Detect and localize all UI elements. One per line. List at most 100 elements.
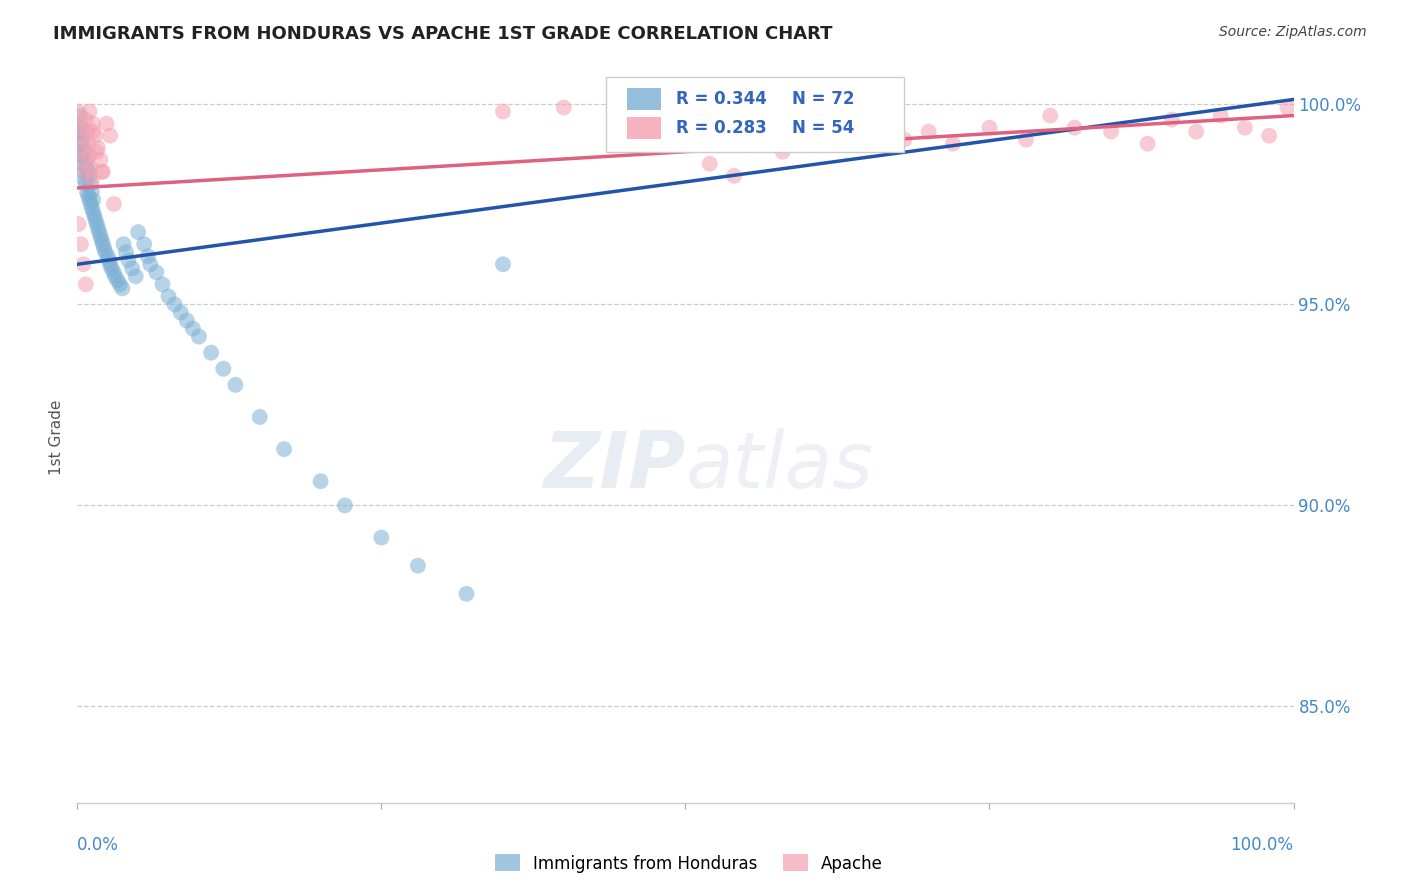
Point bbox=[492, 104, 515, 119]
Point bbox=[69, 109, 91, 123]
Point bbox=[1209, 109, 1232, 123]
Point bbox=[1185, 125, 1208, 139]
Point bbox=[72, 165, 94, 179]
Point bbox=[91, 165, 114, 179]
Point bbox=[796, 101, 818, 115]
Point bbox=[309, 475, 332, 489]
Point bbox=[406, 558, 429, 573]
Point bbox=[82, 117, 104, 131]
Point bbox=[333, 499, 356, 513]
Point bbox=[72, 257, 94, 271]
Point bbox=[67, 104, 90, 119]
Point bbox=[145, 265, 167, 279]
Point bbox=[90, 165, 112, 179]
Text: ZIP: ZIP bbox=[543, 428, 686, 504]
Point bbox=[86, 145, 108, 159]
Point bbox=[98, 257, 121, 271]
Point bbox=[79, 149, 101, 163]
Point bbox=[111, 281, 134, 295]
Point bbox=[82, 193, 104, 207]
Point bbox=[82, 125, 104, 139]
Point bbox=[820, 136, 842, 151]
Point bbox=[79, 193, 101, 207]
Point bbox=[70, 120, 93, 135]
Point bbox=[84, 213, 107, 227]
Point bbox=[176, 313, 198, 327]
Point bbox=[370, 531, 392, 545]
Point bbox=[1015, 133, 1038, 147]
Point bbox=[747, 125, 769, 139]
Point bbox=[103, 265, 125, 279]
Text: 0.0%: 0.0% bbox=[77, 836, 120, 854]
Point bbox=[80, 177, 103, 191]
Point bbox=[121, 261, 143, 276]
Point bbox=[613, 112, 636, 127]
Point bbox=[69, 136, 91, 151]
Point bbox=[72, 153, 94, 167]
Bar bbox=[627, 88, 661, 110]
Point bbox=[675, 125, 697, 139]
Point bbox=[1063, 120, 1085, 135]
Point bbox=[80, 197, 103, 211]
Point bbox=[125, 269, 148, 284]
Point bbox=[76, 185, 98, 199]
Point bbox=[75, 112, 97, 127]
Point bbox=[456, 587, 478, 601]
Point bbox=[273, 442, 295, 457]
Point bbox=[856, 120, 879, 135]
Point bbox=[163, 297, 186, 311]
Point bbox=[553, 101, 575, 115]
Point bbox=[942, 136, 965, 151]
Point bbox=[70, 237, 93, 252]
Point bbox=[103, 197, 125, 211]
Point bbox=[89, 229, 111, 244]
Point bbox=[89, 225, 111, 239]
Point bbox=[94, 245, 117, 260]
Point bbox=[80, 161, 103, 175]
Point bbox=[1233, 120, 1256, 135]
Point bbox=[86, 217, 108, 231]
Point bbox=[76, 161, 98, 175]
Text: IMMIGRANTS FROM HONDURAS VS APACHE 1ST GRADE CORRELATION CHART: IMMIGRANTS FROM HONDURAS VS APACHE 1ST G… bbox=[53, 25, 832, 43]
Point bbox=[772, 145, 794, 159]
Point bbox=[77, 189, 100, 203]
Point bbox=[97, 253, 120, 268]
Point bbox=[157, 289, 180, 303]
Bar bbox=[627, 118, 661, 139]
Text: R = 0.283: R = 0.283 bbox=[676, 120, 766, 137]
Point bbox=[1277, 101, 1299, 115]
Point bbox=[77, 165, 100, 179]
Point bbox=[82, 205, 104, 219]
Point bbox=[75, 153, 97, 167]
Point bbox=[77, 136, 100, 151]
Point bbox=[83, 209, 105, 223]
Text: R = 0.344: R = 0.344 bbox=[676, 90, 766, 108]
Point bbox=[67, 125, 90, 139]
Point bbox=[90, 233, 112, 247]
Point bbox=[79, 169, 101, 183]
Point bbox=[93, 241, 115, 255]
Point bbox=[152, 277, 174, 292]
Point bbox=[112, 237, 135, 252]
Text: Source: ZipAtlas.com: Source: ZipAtlas.com bbox=[1219, 25, 1367, 39]
Point bbox=[104, 269, 127, 284]
Point bbox=[139, 257, 162, 271]
Point bbox=[96, 117, 118, 131]
Point bbox=[224, 377, 246, 392]
Point bbox=[1258, 128, 1281, 143]
Point bbox=[918, 125, 941, 139]
Text: atlas: atlas bbox=[686, 428, 873, 504]
Point bbox=[100, 261, 122, 276]
Point bbox=[70, 141, 93, 155]
Point bbox=[80, 173, 103, 187]
Point bbox=[1136, 136, 1159, 151]
FancyBboxPatch shape bbox=[606, 78, 904, 152]
Point bbox=[76, 125, 98, 139]
Point bbox=[69, 117, 91, 131]
Point bbox=[75, 177, 97, 191]
Point bbox=[89, 153, 111, 167]
Point bbox=[1099, 125, 1122, 139]
Point bbox=[1161, 112, 1184, 127]
Point bbox=[127, 225, 149, 239]
Point bbox=[73, 173, 96, 187]
